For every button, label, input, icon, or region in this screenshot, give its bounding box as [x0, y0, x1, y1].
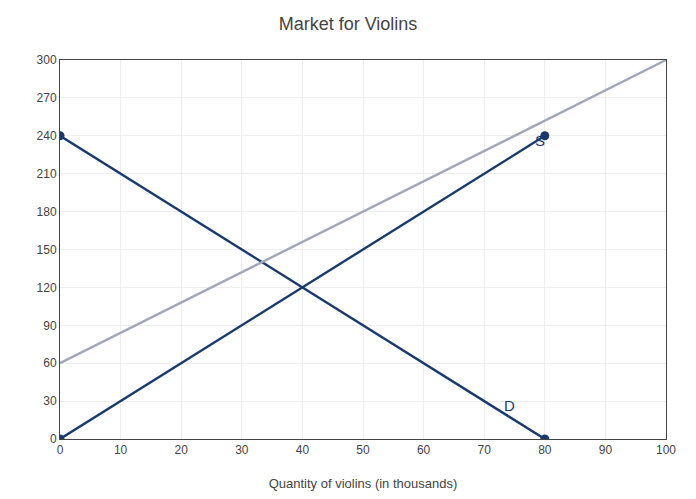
- svg-text:210: 210: [37, 167, 57, 181]
- svg-text:0: 0: [57, 443, 64, 457]
- svg-text:80: 80: [538, 443, 552, 457]
- svg-text:300: 300: [37, 53, 57, 67]
- svg-text:S: S: [535, 132, 545, 149]
- svg-text:30: 30: [235, 443, 249, 457]
- svg-text:60: 60: [417, 443, 431, 457]
- svg-text:270: 270: [37, 91, 57, 105]
- svg-text:70: 70: [478, 443, 492, 457]
- svg-text:10: 10: [114, 443, 128, 457]
- svg-text:D: D: [504, 397, 515, 414]
- svg-text:150: 150: [37, 243, 57, 257]
- svg-text:180: 180: [37, 205, 57, 219]
- svg-text:90: 90: [599, 443, 613, 457]
- svg-text:120: 120: [37, 281, 57, 295]
- svg-text:60: 60: [43, 356, 57, 370]
- svg-text:90: 90: [43, 319, 57, 333]
- svg-text:240: 240: [37, 129, 57, 143]
- svg-text:Market for Violins: Market for Violins: [279, 14, 418, 34]
- svg-text:100: 100: [656, 443, 676, 457]
- svg-text:0: 0: [50, 432, 57, 446]
- svg-text:30: 30: [43, 394, 57, 408]
- svg-text:20: 20: [175, 443, 189, 457]
- svg-text:40: 40: [296, 443, 310, 457]
- svg-text:50: 50: [356, 443, 370, 457]
- svg-text:Quantity of violins (in thousa: Quantity of violins (in thousands): [269, 476, 458, 491]
